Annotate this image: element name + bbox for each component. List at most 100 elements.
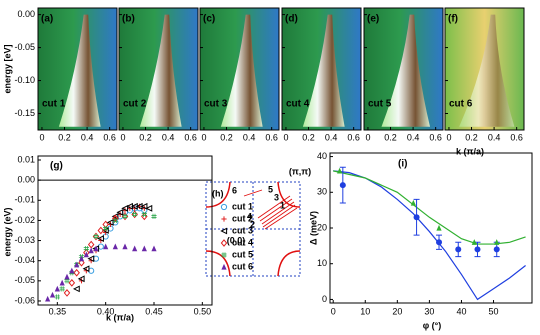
marker: [63, 289, 71, 297]
panel-frame: [363, 7, 444, 131]
marker: [83, 251, 89, 258]
x-tick-label: 0.2: [220, 132, 233, 142]
y-tick-label: 20: [317, 222, 327, 232]
fit-line: [333, 170, 526, 301]
marker: [151, 245, 157, 252]
fermi-surface: [205, 181, 301, 277]
panel-frame: [281, 7, 362, 131]
panel-label: (i): [398, 159, 407, 170]
plot-frame: [37, 155, 213, 306]
marker: [145, 204, 153, 212]
panel-frame: [444, 7, 525, 131]
x-tick-label: 0.6: [265, 132, 278, 142]
x-axis-label: k (π/a): [456, 146, 484, 156]
x-tick-label: 0: [201, 132, 206, 142]
y-tick-label: -0.05: [14, 42, 35, 52]
x-tick-label: 0.6: [510, 132, 523, 142]
marker: [88, 247, 94, 254]
marker: [132, 245, 138, 252]
x-tick-label: 0.2: [384, 132, 397, 142]
marker: [220, 203, 228, 211]
dispersion-band: [302, 14, 345, 127]
x-tick-label: 0.4: [243, 132, 256, 142]
marker: [54, 294, 60, 300]
marker: [93, 233, 99, 240]
dispersion-band: [139, 14, 182, 127]
marker: [221, 263, 227, 270]
dispersion-band: [220, 14, 263, 127]
marker: [54, 285, 60, 292]
marker: [151, 213, 157, 219]
marker: [436, 224, 442, 231]
panel-label: (e): [367, 14, 379, 25]
marker: [122, 213, 128, 219]
x-tick-label: 0.40: [97, 306, 115, 316]
legend-label: cut 1: [232, 201, 253, 211]
panel-frame: [199, 7, 280, 131]
marker: [59, 286, 65, 292]
x-tick-label: 0: [446, 132, 451, 142]
x-tick-label: 50: [489, 306, 499, 316]
dispersion-band: [381, 14, 431, 127]
marker: [68, 278, 76, 287]
y-axis-label: energy [eV]: [2, 44, 12, 93]
panel-frame: [37, 7, 118, 131]
panel-label: (f): [448, 14, 458, 25]
y-tick-label: 30: [317, 187, 327, 197]
x-tick-label: 0.2: [465, 132, 478, 142]
x-tick-label: 0.4: [81, 132, 94, 142]
panel-label: (b): [122, 14, 135, 25]
cut-number: 6: [232, 185, 237, 195]
marker: [131, 210, 138, 219]
y-tick-label: -0.02: [14, 215, 35, 225]
marker: [106, 219, 114, 226]
cut-number: 3: [274, 192, 279, 202]
fermi-surface-diagram: [205, 181, 301, 277]
dispersion-band: [459, 14, 515, 127]
fit-line: [333, 170, 526, 245]
marker: [493, 246, 500, 253]
marker: [337, 167, 343, 174]
x-tick-label: 0.6: [429, 132, 442, 142]
x-tick-label: 0.6: [103, 132, 116, 142]
y-tick-label: -0.04: [14, 255, 35, 265]
x-tick-label: 0: [120, 132, 125, 142]
panel-label: (a): [41, 14, 53, 25]
panel-label: (g): [50, 161, 63, 172]
x-tick-label: 0.4: [325, 132, 338, 142]
marker: [64, 278, 70, 284]
cut-label: cut 1: [42, 99, 66, 110]
marker: [413, 214, 420, 221]
x-tick-label: 0.2: [139, 132, 152, 142]
y-tick-label: -0.05: [14, 275, 35, 285]
marker: [69, 267, 75, 274]
y-tick-label: 40: [317, 151, 327, 161]
y-tick-label: -0.06: [14, 295, 35, 305]
x-tick-label: 0.4: [488, 132, 501, 142]
marker: [77, 275, 85, 283]
x-tick-label: 0.2: [58, 132, 71, 142]
marker: [103, 225, 109, 232]
panel-label: (c): [203, 14, 215, 25]
x-tick-label: 20: [392, 306, 402, 316]
marker: [97, 226, 105, 235]
x-tick-label: 40: [456, 306, 466, 316]
point-label: (0,0): [227, 235, 246, 245]
x-tick-label: 0: [365, 132, 370, 142]
x-tick-label: 0: [331, 306, 336, 316]
marker: [220, 239, 228, 247]
marker: [112, 243, 118, 250]
x-tick-label: 0.35: [49, 306, 67, 316]
y-tick-label: -0.01: [14, 195, 35, 205]
y-axis-label: energy (eV): [2, 207, 12, 256]
marker: [83, 246, 89, 252]
marker: [93, 245, 99, 252]
marker: [220, 227, 228, 235]
y-tick-label: 0: [322, 294, 327, 304]
marker: [436, 239, 443, 246]
cut-label: cut 2: [123, 99, 147, 110]
marker: [103, 243, 109, 250]
y-tick-label: 0.00: [17, 175, 35, 185]
x-tick-label: 0.50: [194, 306, 212, 316]
x-tick-label: 0.4: [162, 132, 175, 142]
